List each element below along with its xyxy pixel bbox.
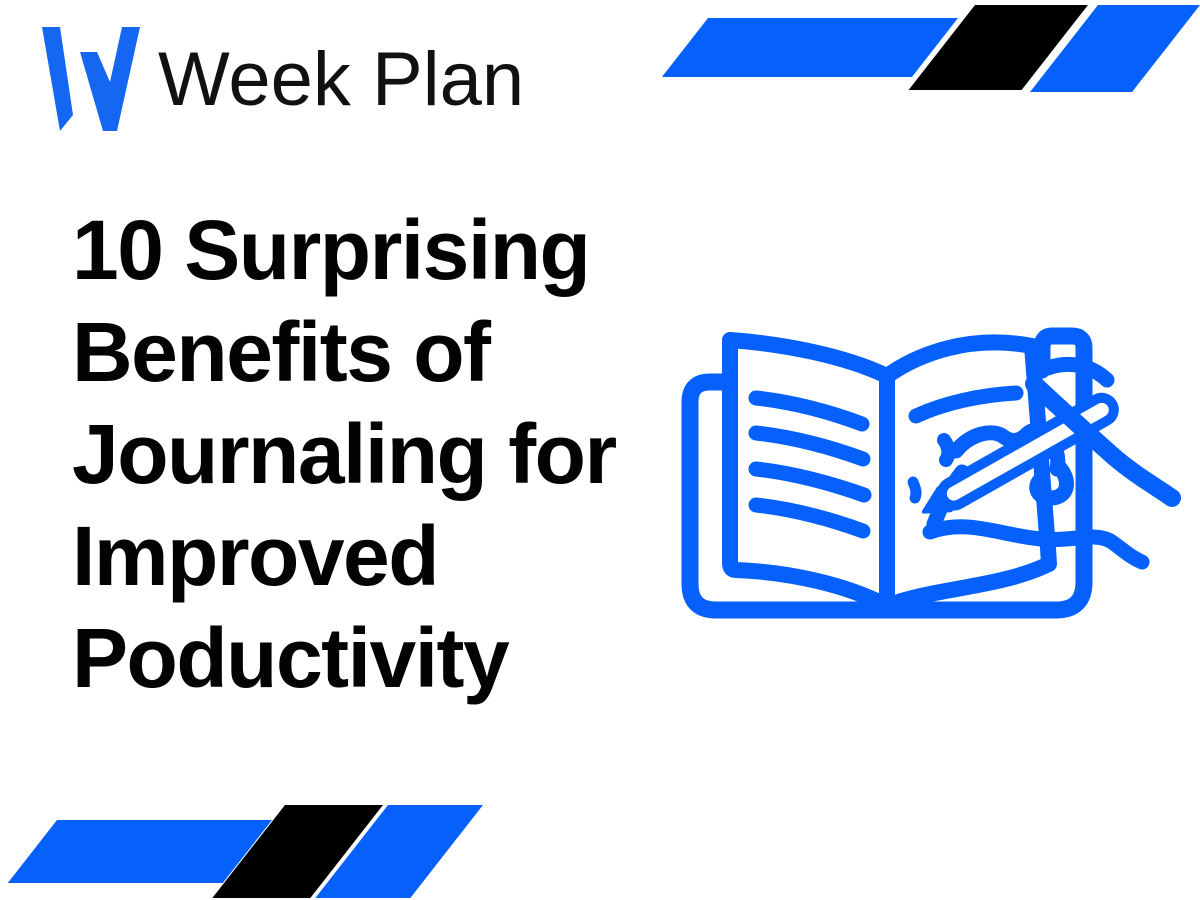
week-plan-logo-icon <box>42 27 140 131</box>
title-line-2: Benefits of <box>72 305 491 399</box>
open-book-writing-hand-icon <box>650 320 1190 650</box>
stripe-blue-long-top <box>661 18 958 77</box>
page-title: 10 Surprising Benefits of Journaling for… <box>72 199 732 709</box>
title-line-4: Improved <box>72 509 440 603</box>
brand-name: Week Plan <box>158 37 525 122</box>
title-line-3: Journaling for <box>72 407 617 501</box>
title-line-5: Poductivity <box>72 611 510 705</box>
title-line-1: 10 Surprising <box>72 203 591 297</box>
